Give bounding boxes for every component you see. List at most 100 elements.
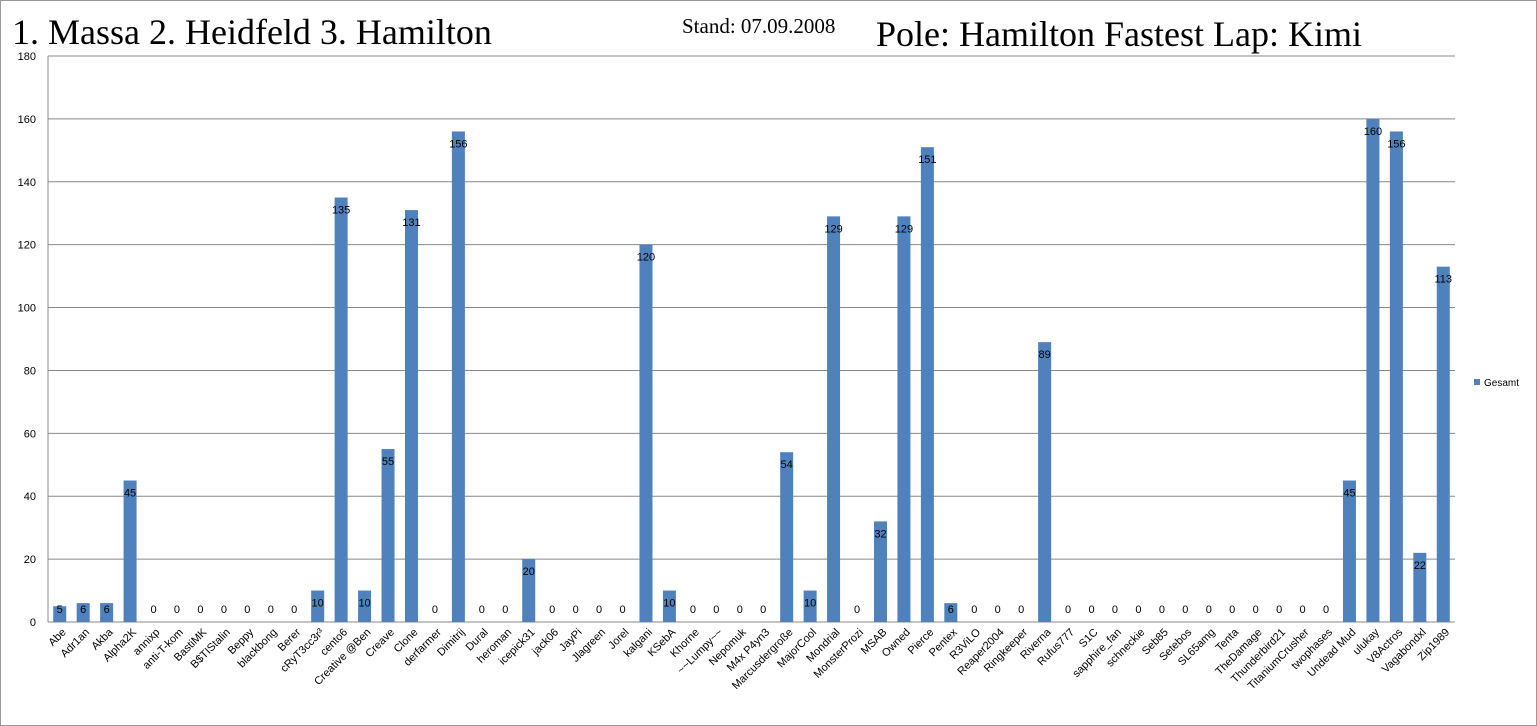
bar [334,197,348,622]
data-label: 0 [854,604,860,616]
y-tick-label: 60 [24,428,36,440]
data-label: 0 [197,604,203,616]
data-label: 0 [244,604,250,616]
bar [1389,131,1403,622]
bar [1436,266,1450,622]
data-label: 0 [1276,604,1282,616]
data-label: 0 [1018,604,1024,616]
data-label: 6 [80,604,86,616]
data-label: 113 [1435,274,1453,286]
y-tick-label: 100 [18,303,36,315]
bar [381,449,395,622]
data-label: 0 [1300,604,1306,616]
y-tick-label: 120 [18,240,36,252]
bar [920,147,934,622]
data-label: 45 [1343,488,1355,500]
bar [1342,480,1356,622]
y-tick-label: 140 [18,177,36,189]
y-tick-label: 20 [24,554,36,566]
bar [1366,118,1380,622]
data-label: 0 [573,604,579,616]
data-label: 45 [124,488,136,500]
data-label: 0 [1088,604,1094,616]
bar [780,452,794,622]
data-label: 10 [312,598,324,610]
chart-title: 1. Massa 2. Heidfeld 3. Hamilton [12,12,492,52]
bar [1413,552,1427,622]
bar [358,590,372,622]
data-label: 0 [690,604,696,616]
annotation: Pole: Hamilton Fastest Lap: Kimi [876,14,1362,54]
data-label: 131 [402,217,420,229]
y-tick-label: 160 [18,114,36,126]
bar [123,480,137,622]
data-label: 129 [824,223,842,235]
data-label: 0 [1159,604,1165,616]
data-label: 0 [760,604,766,616]
data-label: 151 [918,154,936,166]
data-label: 120 [637,252,655,264]
data-label: 0 [1065,604,1071,616]
data-label: 0 [549,604,555,616]
data-label: 5 [57,604,63,616]
data-label: 0 [1323,604,1329,616]
chart-subtitle: Stand: 07.09.2008 [682,14,835,38]
data-label: 0 [174,604,180,616]
legend-swatch [1474,379,1480,385]
bar [76,603,90,622]
data-label: 0 [502,604,508,616]
data-label: 10 [804,598,816,610]
y-tick-label: 80 [24,365,36,377]
data-label: 22 [1414,560,1426,572]
data-label: 156 [1387,138,1405,150]
bar [311,590,325,622]
bar [944,603,958,622]
data-label: 10 [663,598,675,610]
y-tick-label: 180 [18,51,36,63]
data-label: 0 [221,604,227,616]
data-label: 160 [1364,126,1382,138]
data-label: 0 [713,604,719,616]
bar [1038,342,1052,622]
data-label: 129 [895,223,913,235]
data-label: 0 [479,604,485,616]
data-label: 0 [1182,604,1188,616]
bar [100,603,114,622]
bar [827,216,841,622]
data-label: 0 [1112,604,1118,616]
data-label: 0 [619,604,625,616]
data-label: 0 [1135,604,1141,616]
data-label: 0 [268,604,274,616]
data-label: 0 [971,604,977,616]
legend-label: Gesamt [1484,378,1519,389]
data-label: 6 [948,604,954,616]
bar [53,606,67,622]
data-label: 0 [995,604,1001,616]
data-label: 0 [150,604,156,616]
data-label: 0 [596,604,602,616]
data-label: 20 [523,566,535,578]
bar [451,131,465,622]
data-label: 0 [737,604,743,616]
bar [404,210,418,623]
bar [522,559,536,622]
data-label: 0 [1229,604,1235,616]
data-label: 6 [104,604,110,616]
bar [803,590,817,622]
y-tick-label: 40 [24,491,36,503]
data-label: 0 [432,604,438,616]
bar [639,244,653,622]
data-label: 55 [382,456,394,468]
data-label: 89 [1039,349,1051,361]
data-label: 156 [449,138,467,150]
data-label: 0 [1206,604,1212,616]
data-label: 54 [781,459,793,471]
data-label: 32 [874,528,886,540]
data-label: 10 [358,598,370,610]
bar [897,216,911,622]
y-tick-label: 0 [30,617,36,629]
data-label: 0 [291,604,297,616]
data-label: 135 [332,205,350,217]
